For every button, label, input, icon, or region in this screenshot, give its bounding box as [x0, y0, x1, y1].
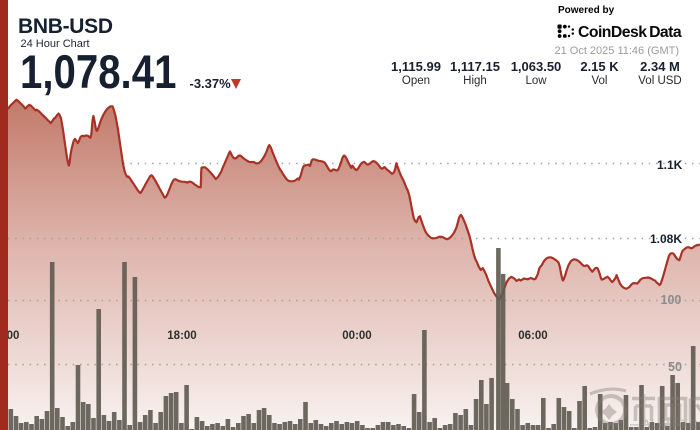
svg-text:—ALIBTC.COM: —ALIBTC.COM — [630, 417, 700, 430]
